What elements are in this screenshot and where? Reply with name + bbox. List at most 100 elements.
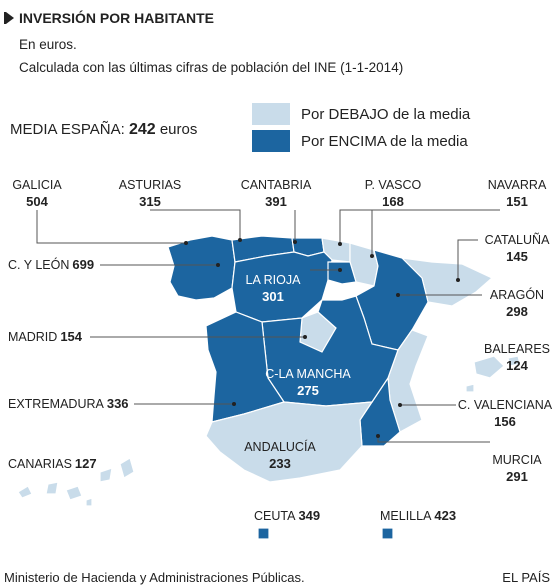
region-label: ARAGÓN 298 (490, 287, 544, 319)
region-name: ARAGÓN (490, 287, 544, 302)
region-value: 275 (297, 383, 319, 398)
leader-dot (338, 268, 342, 272)
leader-dot (293, 240, 297, 244)
leader-dot (376, 434, 380, 438)
region-label: GALICIA 504 (12, 178, 62, 209)
region-label: CATALUÑA 145 (485, 233, 550, 264)
region-label: BALEARES 124 (484, 342, 550, 373)
region-name: CEUTA (254, 509, 296, 523)
region (465, 355, 521, 393)
region-label: MADRID 154 (8, 329, 83, 344)
region-label: CEUTA 349 (254, 508, 320, 523)
leader-dot (338, 242, 342, 246)
note: Calculada con las últimas cifras de pobl… (19, 60, 403, 75)
region-label: C-LA MANCHA 275 (265, 367, 351, 398)
region-label: EXTREMADURA 336 (8, 396, 129, 411)
region-label: MELILLA 423 (380, 508, 456, 523)
region-value: 145 (506, 249, 528, 264)
legend-label: Por DEBAJO de la media (301, 106, 471, 123)
region-value: 699 (72, 257, 94, 272)
legend-swatch (252, 103, 290, 125)
legend-label: Por ENCIMA de la media (301, 133, 468, 150)
region-name: C. VALENCIANA (458, 398, 553, 412)
region-value: 423 (434, 508, 456, 523)
region-name: MADRID (8, 330, 57, 344)
region-label: C. Y LEÓN 699 (8, 257, 94, 272)
leader-line (36, 210, 186, 244)
region-value: 233 (269, 456, 291, 471)
region-label: P. VASCO 168 (365, 178, 422, 209)
region-name: NAVARRA (488, 178, 547, 192)
region (381, 527, 394, 540)
region-name: ASTURIAS (119, 178, 182, 192)
region-label: LA RIOJA 301 (246, 273, 302, 304)
region (231, 251, 333, 323)
title-marker (6, 12, 14, 24)
region-value: 301 (262, 289, 284, 304)
region-name: CANARIAS (8, 457, 72, 471)
region-name: C-LA MANCHA (265, 367, 351, 381)
leader-lines (36, 209, 500, 443)
average-label: MEDIA ESPAÑA: (10, 121, 125, 138)
region-value: 336 (107, 396, 129, 411)
region (257, 527, 270, 540)
region-value: 168 (382, 194, 404, 209)
region-value: 127 (75, 456, 97, 471)
title-marker (4, 12, 6, 24)
region (205, 401, 374, 483)
leader-line (339, 209, 378, 244)
region-name: EXTREMADURA (8, 397, 105, 411)
region-value: 124 (506, 358, 528, 373)
leader-dot (303, 335, 307, 339)
region-label: CANTABRIA 391 (241, 178, 312, 209)
region-name: CANTABRIA (241, 178, 312, 192)
leader-dot (238, 238, 242, 242)
leader-dot (370, 254, 374, 258)
legend-swatch (252, 130, 290, 152)
leader-line (457, 239, 478, 280)
region-value: 315 (139, 194, 161, 209)
leader-dot (184, 241, 188, 245)
region-name: BALEARES (484, 342, 550, 356)
leader-dot (216, 263, 220, 267)
average-value: 242 (129, 121, 156, 138)
region-value: 291 (506, 469, 528, 484)
region (327, 261, 357, 285)
average: MEDIA ESPAÑA: 242 euros (10, 121, 197, 138)
region-value: 349 (298, 508, 320, 523)
region-name: GALICIA (12, 178, 62, 192)
title: INVERSIÓN POR HABITANTE (19, 9, 214, 26)
leader-dot (232, 402, 236, 406)
region-label: ANDALUCÍA 233 (244, 439, 316, 471)
subtitle: En euros. (19, 37, 77, 52)
average-unit: euros (160, 121, 198, 138)
leader-dot (456, 278, 460, 282)
region (321, 237, 351, 263)
leader-dot (396, 293, 400, 297)
leader-line (371, 209, 500, 256)
region (167, 235, 236, 301)
region-label: MURCIA 291 (492, 453, 542, 484)
region-name: CATALUÑA (485, 233, 550, 247)
leader-line (150, 209, 241, 240)
region-label: ASTURIAS 315 (119, 178, 182, 209)
region-label: CANARIAS 127 (8, 456, 97, 471)
region-name: C. Y LEÓN (8, 257, 69, 272)
region-name: P. VASCO (365, 178, 422, 192)
region (17, 457, 135, 507)
map (17, 235, 521, 540)
region-name: MELILLA (380, 509, 432, 523)
region-value: 151 (506, 194, 528, 209)
region-value: 154 (60, 329, 82, 344)
region-value: 504 (26, 194, 48, 209)
region-value: 391 (265, 194, 287, 209)
region-value: 298 (506, 304, 528, 319)
region-name: LA RIOJA (246, 273, 302, 287)
region-value: 156 (494, 414, 516, 429)
credit: EL PAÍS (502, 570, 550, 585)
leader-dot (398, 403, 402, 407)
source: Ministerio de Hacienda y Administracione… (4, 570, 305, 585)
region-label: NAVARRA 151 (488, 178, 547, 209)
